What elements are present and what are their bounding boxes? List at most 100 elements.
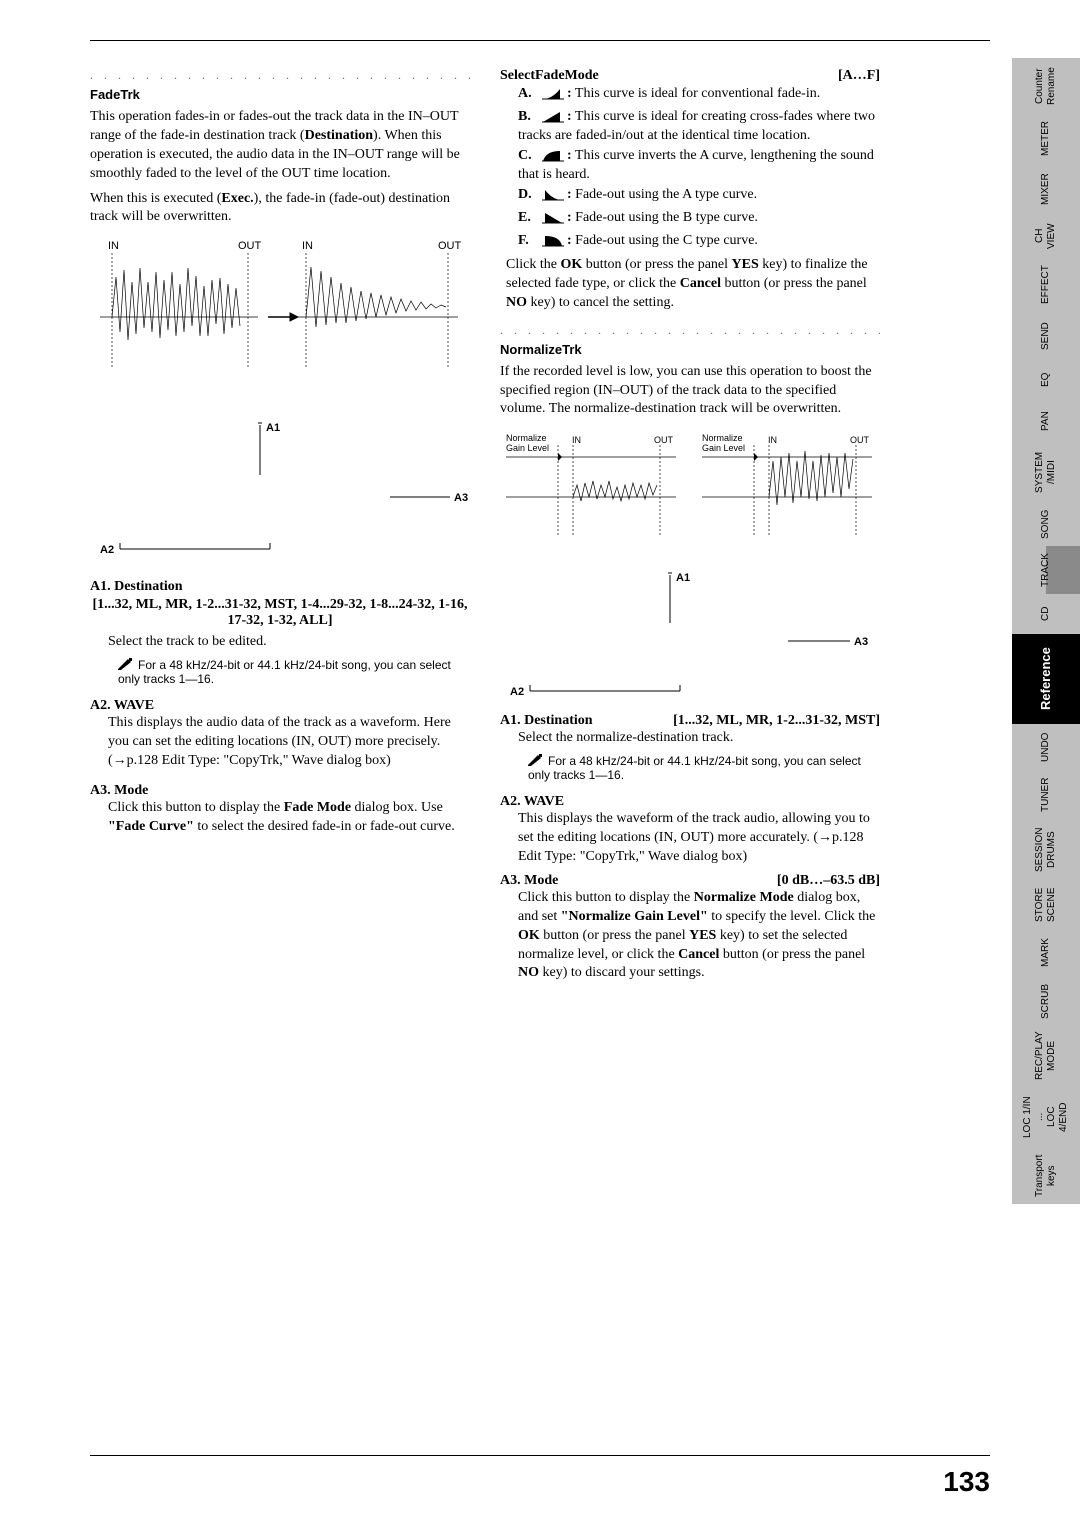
fadetrk-p2: When this is executed (Exec.), the fade-… bbox=[90, 190, 470, 228]
fade-d: D. : Fade-out using the A type curve. bbox=[518, 187, 880, 206]
right-column: SelectFadeMode [A…F] A. : This curve is … bbox=[500, 68, 880, 989]
annot-a3: A3 bbox=[454, 492, 468, 504]
side-tab[interactable]: SONG bbox=[1012, 502, 1080, 546]
head-right: [1...32, ML, MR, 1-2...31-32, MST] bbox=[673, 713, 880, 729]
side-tab[interactable]: MARK bbox=[1012, 930, 1080, 976]
fade-c: C. : This curve inverts the A curve, len… bbox=[518, 148, 880, 183]
text-bold: Normalize Mode bbox=[694, 890, 794, 905]
side-tab[interactable]: EQ bbox=[1012, 360, 1080, 400]
text: Fade-out using the B type curve. bbox=[575, 210, 758, 225]
text-bold: "Fade Curve" bbox=[108, 819, 194, 834]
head-left: A3. Mode bbox=[500, 873, 558, 889]
label: F. bbox=[518, 233, 538, 249]
text-bold: "Normalize Gain Level" bbox=[561, 909, 708, 924]
side-tab[interactable]: EFFECT bbox=[1012, 258, 1080, 312]
fadeout-f-icon bbox=[542, 235, 564, 252]
norm-a2-head: A2. WAVE bbox=[500, 794, 880, 810]
head-right: [0 dB…–63.5 dB] bbox=[777, 873, 880, 889]
side-tab[interactable]: TUNER bbox=[1012, 770, 1080, 820]
norm-a1-head: A1. Destination [1...32, ML, MR, 1-2...3… bbox=[500, 713, 880, 729]
side-tab[interactable]: PAN bbox=[1012, 400, 1080, 442]
text: key) to discard your settings. bbox=[539, 965, 705, 980]
label: C. bbox=[518, 148, 538, 164]
text: button (or press the panel bbox=[540, 928, 689, 943]
norm-a3-head: A3. Mode [0 dB…–63.5 dB] bbox=[500, 873, 880, 889]
text-bold: OK bbox=[518, 928, 540, 943]
text-bold: Exec. bbox=[221, 191, 253, 206]
head-left: A1. Destination bbox=[500, 713, 593, 729]
side-tab[interactable]: CD bbox=[1012, 594, 1080, 634]
text: to specify the level. Click the bbox=[708, 909, 876, 924]
svg-text:Normalize: Normalize bbox=[506, 433, 547, 443]
side-tab[interactable]: TRACK bbox=[1012, 546, 1080, 594]
fade-e: E. : Fade-out using the B type curve. bbox=[518, 210, 880, 229]
svg-text:A3: A3 bbox=[854, 636, 868, 648]
text: This curve inverts the A curve, lengthen… bbox=[518, 148, 874, 182]
fade-ui-diagram: A1 A3 A2 bbox=[90, 417, 470, 567]
note-text: For a 48 kHz/24-bit or 44.1 kHz/24-bit s… bbox=[528, 754, 861, 782]
side-tab[interactable]: STORESCENE bbox=[1012, 880, 1080, 930]
bottom-rule bbox=[90, 1455, 990, 1456]
page-number: 133 bbox=[943, 1466, 990, 1498]
divider-dots: . . . . . . . . . . . . . . . . . . . . … bbox=[500, 323, 880, 338]
normalize-diagram: Normalize Gain Level IN OUT Normalize Ga… bbox=[500, 429, 880, 559]
fadein-b-icon bbox=[542, 111, 564, 128]
a2-body: This displays the audio data of the trac… bbox=[108, 714, 470, 771]
selectfade-tail: Click the OK button (or press the panel … bbox=[506, 256, 880, 313]
text: Fade-out using the C type curve. bbox=[575, 233, 758, 248]
side-tab[interactable]: SEND bbox=[1012, 312, 1080, 360]
side-tab[interactable]: MIXER bbox=[1012, 164, 1080, 214]
text: dialog box. Use bbox=[351, 800, 443, 815]
fadein-c-icon bbox=[542, 150, 564, 167]
text: key) to cancel the setting. bbox=[527, 295, 674, 310]
note-text: For a 48 kHz/24-bit or 44.1 kHz/24-bit s… bbox=[118, 658, 451, 686]
side-tab[interactable]: LOC 1/IN ...LOC 4/END bbox=[1012, 1086, 1080, 1148]
norm-a1-body: Select the normalize-destination track. bbox=[518, 729, 880, 748]
text: When this is executed ( bbox=[90, 191, 221, 206]
text-bold: Cancel bbox=[680, 276, 721, 291]
fade-f: F. : Fade-out using the C type curve. bbox=[518, 233, 880, 252]
text: Click this button to display the bbox=[108, 800, 284, 815]
a1-note: For a 48 kHz/24-bit or 44.1 kHz/24-bit s… bbox=[118, 658, 470, 686]
left-column: . . . . . . . . . . . . . . . . . . . . … bbox=[90, 68, 470, 843]
text: button (or press the panel bbox=[582, 257, 731, 272]
fadeout-e-icon bbox=[542, 212, 564, 229]
fade-curve-list: A. : This curve is ideal for conventiona… bbox=[518, 86, 880, 252]
label-out: OUT bbox=[238, 240, 262, 252]
svg-text:IN: IN bbox=[572, 435, 581, 445]
label: B. bbox=[518, 109, 538, 125]
text: button (or press the panel bbox=[721, 276, 867, 291]
text-bold: Fade Mode bbox=[284, 800, 351, 815]
a3-body: Click this button to display the Fade Mo… bbox=[108, 799, 470, 837]
side-tab[interactable]: Reference bbox=[1012, 634, 1080, 724]
svg-text:OUT: OUT bbox=[654, 435, 674, 445]
pencil-icon bbox=[528, 754, 544, 766]
svg-text:IN: IN bbox=[768, 435, 777, 445]
text-bold: Cancel bbox=[678, 947, 719, 962]
normalize-p1: If the recorded level is low, you can us… bbox=[500, 363, 880, 420]
text: This curve is ideal for creating cross-f… bbox=[518, 109, 875, 143]
side-tab[interactable]: SYSTEM/MIDI bbox=[1012, 442, 1080, 502]
text: Click the bbox=[506, 257, 560, 272]
svg-text:Normalize: Normalize bbox=[702, 433, 743, 443]
side-tab[interactable]: UNDO bbox=[1012, 724, 1080, 770]
text: to select the desired fade-in or fade-ou… bbox=[194, 819, 455, 834]
side-tab[interactable]: REC/PLAYMODE bbox=[1012, 1026, 1080, 1086]
normalize-ui-diagram: A1 A3 A2 bbox=[500, 569, 880, 709]
side-tab[interactable]: CounterRename bbox=[1012, 58, 1080, 114]
side-tab[interactable]: SESSIONDRUMS bbox=[1012, 820, 1080, 880]
normalize-title: NormalizeTrk bbox=[500, 342, 880, 357]
side-tab[interactable]: SCRUB bbox=[1012, 976, 1080, 1026]
text-bold: YES bbox=[732, 257, 759, 272]
text-bold: Destination bbox=[305, 128, 373, 143]
svg-text:A2: A2 bbox=[510, 686, 524, 698]
fadetrk-title: FadeTrk bbox=[90, 87, 470, 102]
label: E. bbox=[518, 210, 538, 226]
side-tab[interactable]: CHVIEW bbox=[1012, 214, 1080, 258]
label-out: OUT bbox=[438, 240, 462, 252]
label-in: IN bbox=[302, 240, 313, 252]
fadein-a-icon bbox=[542, 88, 564, 105]
side-tab[interactable]: METER bbox=[1012, 114, 1080, 164]
norm-a1-note: For a 48 kHz/24-bit or 44.1 kHz/24-bit s… bbox=[528, 754, 880, 782]
side-tab[interactable]: Transportkeys bbox=[1012, 1148, 1080, 1204]
